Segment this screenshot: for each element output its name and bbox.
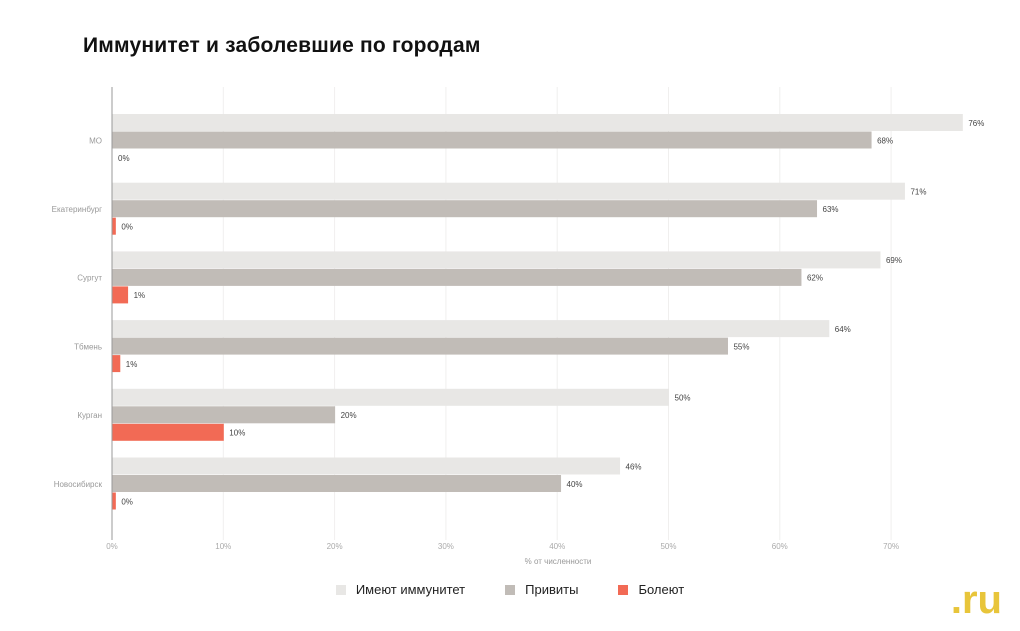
category-label: Новосибирск: [54, 480, 103, 489]
bar: [112, 131, 872, 149]
data-label: 0%: [118, 154, 130, 163]
bar: [112, 320, 830, 338]
bar: [112, 492, 116, 510]
data-label: 64%: [835, 325, 851, 334]
x-tick-label: 0%: [106, 542, 118, 551]
category-label: Екатеринбург: [52, 205, 102, 214]
legend-item: Имеют иммунитет: [335, 582, 466, 597]
bar: [112, 217, 116, 235]
data-label: 10%: [229, 429, 245, 438]
bar: [112, 475, 562, 492]
bar: [112, 457, 621, 475]
bar: [112, 268, 802, 286]
data-label: 0%: [121, 497, 133, 506]
logo: .ru: [950, 578, 1002, 622]
legend-swatch: [618, 584, 629, 595]
bar: [112, 182, 905, 200]
x-tick-label: 10%: [215, 542, 231, 551]
bar: [112, 406, 336, 424]
x-axis-title: % от численности: [525, 557, 592, 566]
data-label: 1%: [126, 360, 138, 369]
data-label: 69%: [886, 256, 902, 265]
legend-swatch: [505, 584, 516, 595]
data-label: 20%: [341, 411, 357, 420]
x-tick-label: 20%: [327, 542, 343, 551]
data-label: 55%: [733, 342, 749, 351]
category-label: Сургут: [77, 274, 102, 283]
category-label: Курган: [77, 411, 102, 420]
data-label: 50%: [675, 394, 691, 403]
data-label: 1%: [134, 291, 146, 300]
legend: Имеют иммунитет Привиты Болеют: [0, 582, 1020, 597]
data-label: 76%: [968, 119, 984, 128]
bar: [112, 355, 121, 373]
legend-label: Имеют иммунитет: [355, 582, 466, 597]
legend-swatch: [335, 584, 346, 595]
data-label: 0%: [121, 222, 133, 231]
bar: [112, 388, 669, 406]
legend-label: Болеют: [638, 582, 685, 597]
data-label: 46%: [626, 462, 642, 471]
bar: [112, 423, 224, 441]
data-label: 68%: [877, 136, 893, 145]
x-tick-label: 60%: [772, 542, 788, 551]
bar: [112, 251, 881, 269]
x-tick-label: 70%: [883, 542, 899, 551]
bar: [112, 337, 728, 355]
bar: [112, 200, 818, 218]
bar: [112, 114, 963, 131]
chart-title: Иммунитет и заболевшие по городам: [83, 34, 481, 57]
category-label: МО: [89, 136, 102, 145]
bar: [112, 286, 129, 304]
legend-item: Привиты: [505, 582, 578, 597]
data-label: 40%: [567, 480, 583, 489]
data-label: 71%: [910, 187, 926, 196]
x-tick-label: 30%: [438, 542, 454, 551]
legend-item: Болеют: [618, 582, 684, 597]
data-label: 62%: [807, 274, 823, 283]
data-label: 63%: [823, 205, 839, 214]
x-tick-label: 40%: [549, 542, 565, 551]
x-tick-label: 50%: [660, 542, 676, 551]
legend-label: Привиты: [525, 582, 579, 597]
category-label: Тбмень: [74, 342, 102, 351]
